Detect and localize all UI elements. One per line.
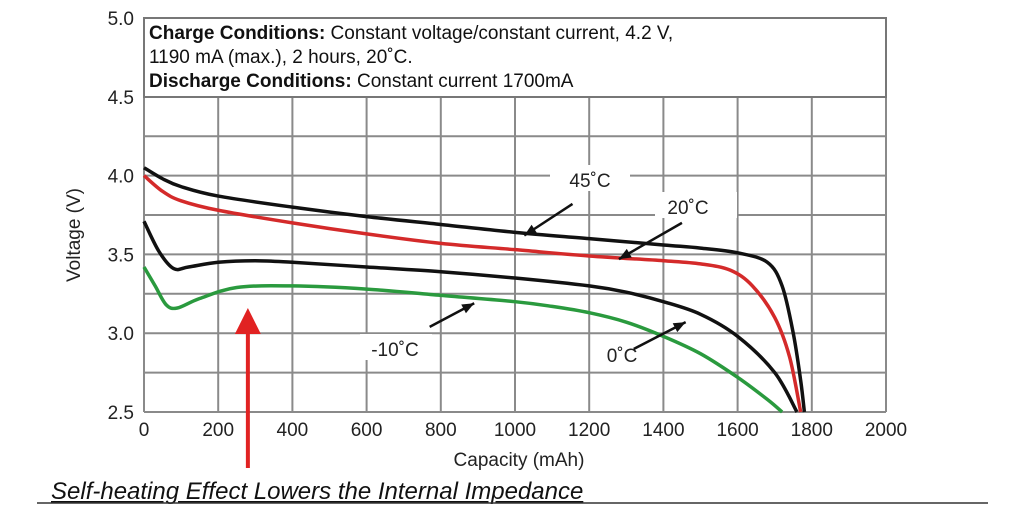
x-tick-label: 1400 [642,420,684,441]
series-line-45C [143,166,807,413]
y-tick-label: 3.5 [108,245,134,266]
conditions-box: Charge Conditions: Constant voltage/cons… [143,17,887,98]
curve-label: 20˚C [667,198,708,219]
annotation-label-bg [360,334,432,360]
discharge-heading: Discharge Conditions: [149,71,352,92]
y-tick-label: 4.0 [108,167,134,188]
charge-text-2: 1190 mA (max.), 2 hours, 20˚C. [149,47,413,68]
curve-label: -10˚C [371,340,419,361]
annotation-label-bg [655,192,737,218]
x-axis: 0 200 400 600 800 1000 1200 1400 1600 1800 2000 [139,420,907,441]
series-line-0C [142,266,784,414]
y-tick-label: 2.5 [108,403,134,424]
self-heating-arrow [234,308,261,468]
svg-text:Discharge Conditions: Constant: Discharge Conditions: Constant current 1… [149,71,574,92]
y-tick-label: 3.0 [108,324,134,345]
curve-label: 0˚C [607,346,638,367]
curve-annotations: 45˚C 20˚C -10˚C 0˚C [360,165,737,367]
annotation-arrowhead [461,303,475,314]
charge-text-1: Constant voltage/constant current, 4.2 V… [325,23,673,44]
series-line-20C [142,174,803,413]
y-tick-label: 4.5 [108,88,134,109]
annotation-arrowhead [524,224,538,236]
x-tick-label: 200 [202,420,234,441]
chart-caption: Self-heating Effect Lowers the Internal … [51,478,583,505]
x-tick-label: 2000 [865,420,907,441]
curve-label: 45˚C [569,171,610,192]
annotation-label-bg [550,165,630,191]
x-tick-label: 1800 [791,420,833,441]
y-axis: 2.5 3.0 3.5 4.0 4.5 5.0 [108,9,134,424]
series-lines [142,166,807,414]
x-tick-label: 0 [139,420,150,441]
charge-heading: Charge Conditions: [149,23,325,44]
annotation-arrowhead [618,248,632,260]
y-tick-label: 5.0 [108,9,134,30]
y-axis-title: Voltage (V) [64,188,85,282]
x-tick-label: 1000 [494,420,536,441]
x-tick-label: 800 [425,420,457,441]
x-tick-label: 1600 [716,420,758,441]
x-tick-label: 600 [351,420,383,441]
annotation-arrow [618,221,683,261]
series-line--10C [142,220,799,413]
discharge-text: Constant current 1700mA [352,71,574,92]
x-tick-label: 1200 [568,420,610,441]
svg-text:Charge Conditions: Constant vo: Charge Conditions: Constant voltage/cons… [149,23,673,44]
annotation-arrowhead [672,322,686,333]
x-axis-title: Capacity (mAh) [454,450,585,471]
x-tick-label: 400 [277,420,309,441]
